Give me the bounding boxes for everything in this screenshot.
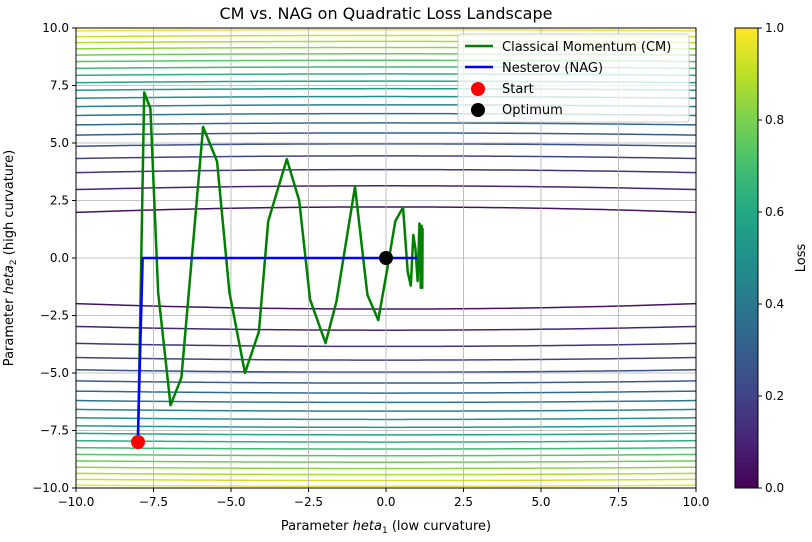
legend: Classical Momentum (CM) Nesterov (NAG) S…: [457, 33, 690, 123]
y-tick-label: −2.5: [40, 309, 69, 323]
series-line-nag: [136, 256, 417, 442]
x-axis-label: Parameter heta1 (low curvature): [281, 519, 491, 536]
colorbar-gradient: [734, 27, 759, 489]
x-tick-label: 2.5: [454, 495, 473, 509]
colorbar-tick-label: 0.0: [765, 481, 784, 495]
y-tick-label: 5.0: [50, 136, 69, 150]
colorbar: 0.0 0.2 0.4 0.6 0.8 1.0 Loss: [734, 21, 809, 495]
y-tick-label: 2.5: [50, 194, 69, 208]
start-marker: [131, 435, 145, 449]
series-line-cm: [136, 91, 424, 443]
x-tick-label: −2.5: [294, 495, 323, 509]
legend-label-start: Start: [502, 82, 534, 97]
legend-box: [457, 33, 690, 123]
legend-marker-start: [471, 82, 485, 96]
series-layer: [136, 91, 424, 443]
colorbar-label: Loss: [794, 244, 809, 273]
x-tick-label: 10.0: [683, 495, 710, 509]
colorbar-tick-label: 0.6: [765, 205, 784, 219]
colorbar-tick-label: 0.4: [765, 297, 784, 311]
x-tick-label: −5.0: [216, 495, 245, 509]
legend-marker-optimum: [471, 103, 485, 117]
optimum-marker: [379, 251, 393, 265]
x-tick-label: −7.5: [139, 495, 168, 509]
colorbar-tick-label: 1.0: [765, 21, 784, 35]
y-axis-ticks: −10.0 −7.5 −5.0 −2.5 0.0 2.5 5.0 7.5 10.0: [32, 21, 76, 495]
y-axis-label: Parameter heta2 (high curvature): [2, 150, 19, 366]
colorbar-ticks: 0.0 0.2 0.4 0.6 0.8 1.0: [758, 21, 784, 495]
x-tick-label: 7.5: [609, 495, 628, 509]
x-axis-ticks: −10.0 −7.5 −5.0 −2.5 0.0 2.5 5.0 7.5 10.0: [58, 488, 710, 509]
legend-label-nag: Nesterov (NAG): [502, 61, 603, 76]
y-tick-label: −10.0: [32, 481, 69, 495]
legend-label-optimum: Optimum: [502, 103, 563, 118]
y-tick-label: 7.5: [50, 79, 69, 93]
colorbar-tick-label: 0.8: [765, 113, 784, 127]
chart-title: CM vs. NAG on Quadratic Loss Landscape: [220, 4, 553, 23]
x-tick-label: 0.0: [376, 495, 395, 509]
legend-label-cm: Classical Momentum (CM): [502, 40, 671, 55]
colorbar-tick-label: 0.2: [765, 389, 784, 403]
y-tick-label: 10.0: [42, 21, 69, 35]
y-tick-label: −5.0: [40, 366, 69, 380]
marker-layer: [131, 251, 393, 449]
x-tick-label: −10.0: [58, 495, 95, 509]
x-tick-label: 5.0: [531, 495, 550, 509]
y-tick-label: 0.0: [50, 251, 69, 265]
y-tick-label: −7.5: [40, 424, 69, 438]
